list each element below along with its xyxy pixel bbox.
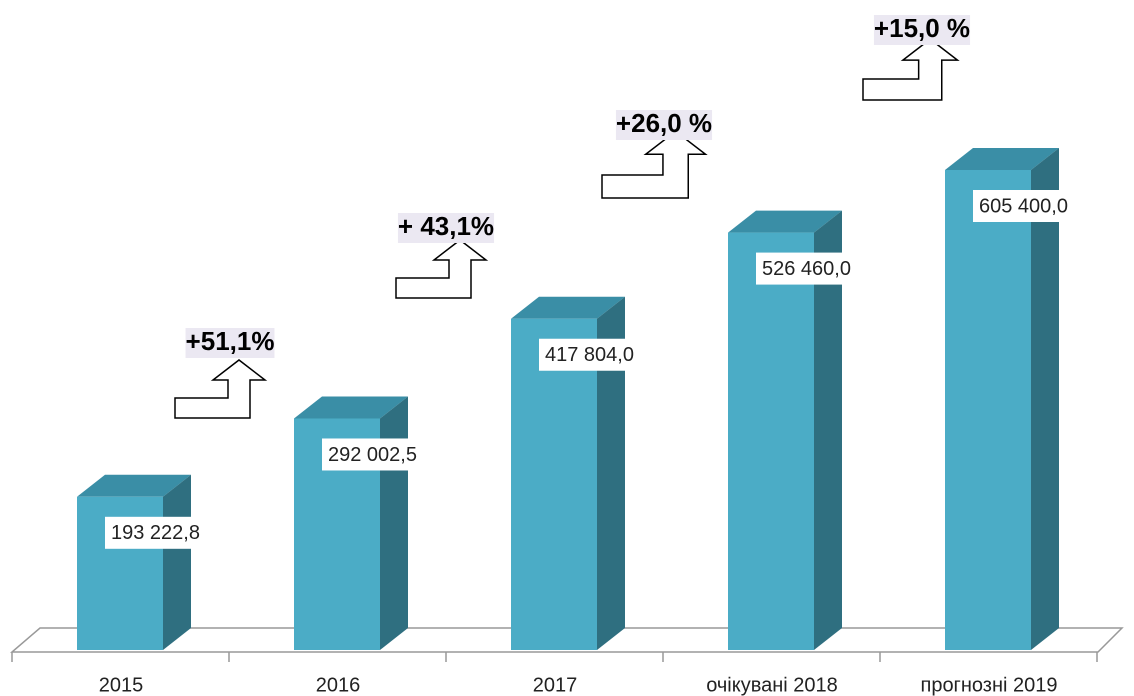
bar — [728, 232, 814, 651]
bar-top — [294, 396, 408, 419]
value-label-box — [322, 438, 423, 471]
annotation-bg — [615, 110, 713, 140]
value-label: 193 222,8 — [111, 522, 200, 544]
annotation: +26,0 % — [616, 108, 712, 138]
bar-side — [380, 396, 408, 650]
value-label: 526 460,0 — [762, 258, 851, 280]
bar-side — [163, 474, 191, 650]
annotation: +51,1% — [186, 326, 275, 356]
bar-top — [77, 474, 191, 497]
x-tick-label: прогнозні 2019 — [920, 674, 1057, 696]
annotation-bg — [873, 15, 971, 45]
x-tick-label: 2016 — [316, 674, 361, 696]
growth-arrow — [395, 239, 489, 299]
value-label-box — [105, 516, 206, 549]
bar-side — [814, 210, 842, 651]
bar-top — [945, 148, 1059, 170]
x-tick-label: 2015 — [99, 674, 144, 696]
annotation-bg — [185, 328, 275, 358]
bar — [511, 318, 597, 650]
bar-top — [511, 296, 625, 319]
growth-arrow — [174, 359, 268, 419]
value-label: 417 804,0 — [545, 344, 634, 366]
bar-top — [728, 210, 842, 233]
annotation-bg — [397, 213, 495, 243]
x-tick-label: очікувані 2018 — [706, 674, 838, 696]
value-label: 605 400,0 — [979, 195, 1068, 217]
bar-side — [597, 296, 625, 650]
growth-arrow — [862, 38, 960, 101]
growth-arrow — [601, 130, 708, 199]
value-label-box — [756, 252, 857, 285]
bar — [945, 170, 1031, 650]
annotation: + 43,1% — [398, 211, 494, 241]
value-label-box — [973, 190, 1074, 222]
value-label: 292 002,5 — [328, 444, 417, 466]
bar-side — [1031, 148, 1059, 650]
x-tick-label: 2017 — [533, 674, 578, 696]
value-label-box — [539, 338, 640, 371]
annotation: +15,0 % — [874, 13, 970, 43]
